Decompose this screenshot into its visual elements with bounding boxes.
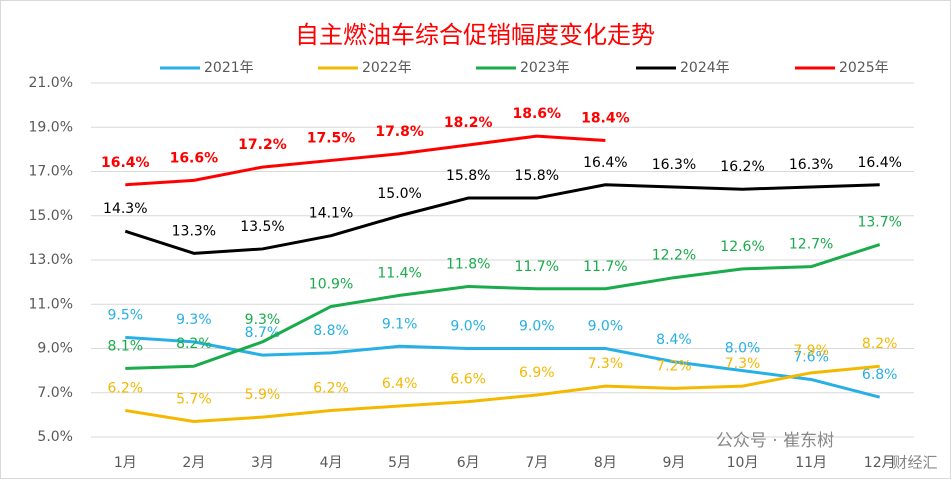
watermark: 财经汇 — [892, 454, 937, 472]
data-label: 7.2% — [656, 358, 692, 374]
x-tick-label: 1月 — [114, 455, 137, 471]
legend-label: 2025年 — [839, 60, 889, 76]
x-tick-label: 4月 — [320, 455, 343, 471]
data-label: 15.8% — [515, 168, 559, 184]
data-label: 8.4% — [656, 332, 692, 348]
data-label: 16.4% — [101, 155, 150, 171]
x-tick-label: 11月 — [795, 455, 827, 471]
data-label: 18.6% — [513, 106, 562, 122]
y-tick-label: 5.0% — [37, 429, 73, 445]
legend-label: 2023年 — [520, 60, 570, 76]
data-label: 11.7% — [583, 259, 627, 275]
data-label: 14.1% — [309, 206, 353, 222]
data-label: 11.8% — [446, 257, 490, 273]
data-label: 16.3% — [652, 157, 696, 173]
data-label: 9.1% — [382, 316, 418, 332]
series-line — [125, 335, 881, 399]
data-label: 6.8% — [862, 367, 898, 383]
legend-label: 2022年 — [362, 60, 412, 76]
data-label: 6.4% — [382, 376, 418, 392]
y-tick-label: 17.0% — [29, 164, 73, 180]
data-label: 7.6% — [793, 349, 829, 365]
data-label: 9.0% — [450, 319, 486, 335]
data-label: 9.3% — [176, 312, 212, 328]
x-tick-label: 9月 — [662, 455, 685, 471]
data-label: 18.4% — [581, 111, 630, 127]
data-label: 13.7% — [857, 215, 901, 231]
data-label: 13.5% — [240, 219, 284, 235]
x-tick-label: 12月 — [864, 455, 896, 471]
data-label: 11.4% — [377, 265, 421, 281]
x-tick-label: 5月 — [388, 455, 411, 471]
data-label: 8.2% — [176, 336, 212, 352]
data-label: 12.2% — [652, 248, 696, 264]
data-label: 17.2% — [238, 137, 287, 153]
data-label: 7.9% — [793, 343, 829, 359]
data-label: 13.3% — [172, 223, 216, 239]
data-label: 16.2% — [720, 159, 764, 175]
data-label: 6.6% — [450, 372, 486, 388]
x-tick-label: 7月 — [525, 455, 548, 471]
data-label: 14.3% — [103, 201, 147, 217]
chart-title: 自主燃油车综合促销幅度变化走势 — [295, 21, 655, 49]
data-label: 16.4% — [857, 155, 901, 171]
data-label: 8.1% — [108, 338, 144, 354]
x-tick-label: 10月 — [727, 455, 759, 471]
data-label: 9.3% — [245, 312, 281, 328]
data-label: 15.0% — [377, 186, 421, 202]
data-label: 10.9% — [309, 276, 353, 292]
data-label: 6.2% — [108, 380, 144, 396]
y-tick-label: 21.0% — [29, 75, 73, 91]
data-label: 7.3% — [725, 356, 761, 372]
legend-label: 2021年 — [204, 60, 254, 76]
data-label: 18.2% — [444, 115, 493, 131]
data-label: 8.8% — [313, 323, 349, 339]
x-tick-label: 2月 — [182, 455, 205, 471]
data-label: 5.9% — [245, 387, 281, 403]
y-tick-label: 13.0% — [29, 252, 73, 268]
data-label: 8.2% — [862, 336, 898, 352]
series-line — [124, 183, 880, 255]
y-tick-label: 9.0% — [37, 341, 73, 357]
data-label: 9.5% — [108, 307, 144, 323]
data-label: 7.3% — [588, 356, 624, 372]
series-line — [125, 243, 881, 370]
x-tick-label: 6月 — [457, 455, 480, 471]
data-label: 15.8% — [446, 168, 490, 184]
series-line — [125, 364, 880, 424]
data-label: 16.3% — [789, 157, 833, 173]
data-label: 11.7% — [515, 259, 559, 275]
x-tick-label: 8月 — [594, 455, 617, 471]
y-tick-label: 15.0% — [29, 208, 73, 224]
data-label: 6.9% — [519, 365, 555, 381]
legend-label: 2024年 — [680, 60, 730, 76]
y-tick-label: 11.0% — [29, 296, 73, 312]
y-tick-label: 19.0% — [29, 119, 73, 135]
data-label: 12.7% — [789, 237, 833, 253]
data-label: 12.6% — [720, 239, 764, 255]
data-label: 17.8% — [375, 124, 424, 140]
series-line — [125, 134, 606, 187]
data-label: 6.2% — [313, 380, 349, 396]
data-label: 8.0% — [725, 341, 761, 357]
data-label: 17.5% — [307, 130, 356, 146]
data-label: 5.7% — [176, 392, 212, 408]
data-label: 16.4% — [583, 155, 627, 171]
watermark: 公众号 · 崔东树 — [716, 431, 834, 451]
data-label: 16.6% — [170, 150, 219, 166]
x-tick-label: 3月 — [251, 455, 274, 471]
y-tick-label: 7.0% — [37, 385, 73, 401]
data-label: 9.0% — [519, 319, 555, 335]
data-label: 9.0% — [588, 319, 624, 335]
